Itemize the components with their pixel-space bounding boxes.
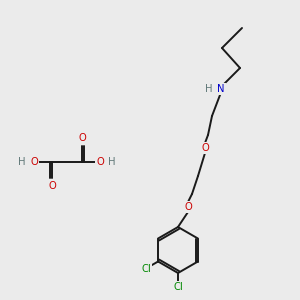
Text: O: O	[78, 133, 86, 143]
Text: O: O	[201, 143, 209, 153]
Text: Cl: Cl	[141, 263, 151, 274]
Text: O: O	[30, 157, 38, 167]
Text: H: H	[205, 84, 213, 94]
Text: O: O	[184, 202, 192, 212]
Text: N: N	[217, 84, 225, 94]
Text: H: H	[108, 157, 116, 167]
Text: H: H	[18, 157, 26, 167]
Text: O: O	[48, 181, 56, 191]
Text: Cl: Cl	[173, 282, 183, 292]
Text: O: O	[96, 157, 104, 167]
